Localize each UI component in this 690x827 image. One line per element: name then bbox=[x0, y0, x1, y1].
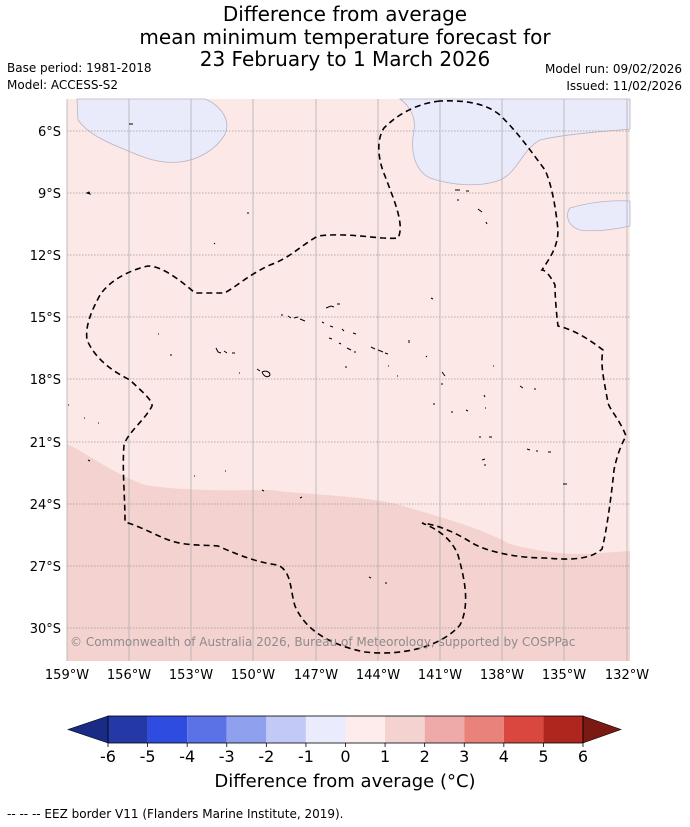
lon-label: 138°W bbox=[480, 668, 524, 683]
colorbar-tick-label: 1 bbox=[380, 747, 390, 766]
colorbar-segment bbox=[464, 716, 504, 743]
lat-label: 15°S bbox=[30, 311, 61, 326]
cool-region-northeast bbox=[398, 98, 631, 186]
colorbar-tick-label: -5 bbox=[140, 747, 156, 766]
colorbar-tick-label: 5 bbox=[538, 747, 548, 766]
colorbar-segment bbox=[305, 716, 346, 743]
longitude-gridlines bbox=[66, 99, 628, 661]
colorbar-tick-label: -3 bbox=[219, 747, 235, 766]
lat-label: 21°S bbox=[30, 436, 61, 451]
cool-region-east bbox=[567, 200, 631, 232]
colorbar-segment bbox=[226, 716, 267, 743]
colorbar-tick-label: 6 bbox=[578, 747, 588, 766]
colorbar-tick-label: 0 bbox=[340, 747, 350, 766]
eez-legend-footer: -- -- -- EEZ border V11 (Flanders Marine… bbox=[7, 807, 344, 821]
lon-label: 153°W bbox=[169, 668, 213, 683]
colorbar-segment bbox=[385, 716, 425, 743]
colorbar-segment bbox=[503, 716, 544, 743]
colorbar-segment bbox=[147, 716, 188, 743]
colorbar-tick-label: 2 bbox=[420, 747, 430, 766]
latitude-labels: 6°S 9°S 12°S 15°S 18°S 21°S 24°S 27°S 30… bbox=[30, 125, 61, 637]
lon-label: 159°W bbox=[45, 668, 89, 683]
title-line-1: Difference from average bbox=[222, 2, 468, 26]
issued-text: Issued: 11/02/2026 bbox=[566, 79, 682, 93]
meta-right: Model run: 09/02/2026 Issued: 11/02/2026 bbox=[545, 61, 682, 95]
colorbar-segment bbox=[424, 716, 465, 743]
base-period-text: Base period: 1981-2018 bbox=[7, 61, 152, 75]
lon-label: 141°W bbox=[418, 668, 462, 683]
colorbar-tick-label: -4 bbox=[179, 747, 195, 766]
colorbar-segment bbox=[266, 716, 306, 743]
colorbar-segment bbox=[187, 716, 227, 743]
lon-label: 147°W bbox=[294, 668, 338, 683]
lon-label: 135°W bbox=[542, 668, 586, 683]
colorbar bbox=[67, 715, 622, 744]
lon-label: 156°W bbox=[107, 668, 151, 683]
lat-label: 9°S bbox=[38, 187, 61, 202]
lat-label: 12°S bbox=[30, 249, 61, 264]
map-copyright: © Commonwealth of Australia 2026, Bureau… bbox=[70, 635, 575, 649]
longitude-labels: 159°W 156°W 153°W 150°W 147°W 144°W 141°… bbox=[45, 668, 649, 683]
colorbar-segment bbox=[345, 716, 386, 743]
colorbar-tick-label: -2 bbox=[258, 747, 274, 766]
meta-left: Base period: 1981-2018 Model: ACCESS-S2 bbox=[7, 60, 152, 94]
colorbar-segment bbox=[543, 716, 583, 743]
model-text: Model: ACCESS-S2 bbox=[7, 78, 119, 92]
colorbar-tick-label: -6 bbox=[100, 747, 116, 766]
warm-region-1-2 bbox=[67, 444, 630, 661]
eez-border-french-polynesia bbox=[85, 100, 627, 654]
lat-label: 27°S bbox=[30, 560, 61, 575]
colorbar-tick-label: 4 bbox=[499, 747, 509, 766]
title-line-3: 23 February to 1 March 2026 bbox=[199, 47, 491, 71]
colorbar-ticks: -6 -5 -4 -3 -2 -1 0 1 2 3 4 5 6 bbox=[100, 743, 588, 766]
islands bbox=[68, 123, 567, 584]
model-run-text: Model run: 09/02/2026 bbox=[544, 62, 682, 76]
title-line-2: mean minimum temperature forecast for bbox=[139, 25, 551, 49]
colorbar-title: Difference from average (°C) bbox=[214, 771, 476, 792]
lat-label: 30°S bbox=[30, 622, 61, 637]
lat-label: 18°S bbox=[30, 373, 61, 388]
colorbar-over-arrow bbox=[582, 715, 622, 744]
lon-label: 150°W bbox=[231, 668, 275, 683]
lat-label: 24°S bbox=[30, 498, 61, 513]
colorbar-tick-label: -1 bbox=[298, 747, 314, 766]
colorbar-under-arrow bbox=[67, 715, 109, 744]
lon-label: 144°W bbox=[356, 668, 400, 683]
latitude-gridlines bbox=[67, 130, 630, 629]
colorbar-segment bbox=[108, 716, 148, 743]
lon-label: 132°W bbox=[605, 668, 649, 683]
colorbar-tick-label: 3 bbox=[459, 747, 469, 766]
lat-label: 6°S bbox=[38, 125, 61, 140]
